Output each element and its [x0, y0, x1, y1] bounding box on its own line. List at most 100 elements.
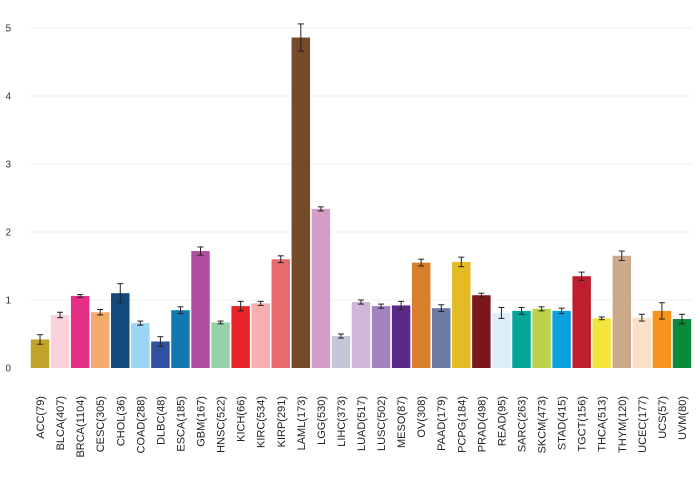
x-tick-label: DLBC(48): [155, 396, 167, 445]
error-bar: [678, 313, 685, 325]
x-tick-label: COAD(288): [135, 396, 147, 453]
y-tick-label: 4: [5, 92, 11, 103]
x-tick-label: MESO(87): [396, 396, 408, 448]
error-bar: [658, 302, 665, 320]
error-bar: [137, 320, 144, 326]
y-tick-label: 3: [5, 160, 11, 171]
x-tick-label: HNSC(522): [216, 396, 228, 453]
error-bar: [197, 246, 204, 256]
bar: [90, 312, 110, 368]
bar: [30, 339, 50, 368]
bar: [391, 305, 411, 368]
x-tick-label: ESCA(185): [175, 396, 187, 452]
x-tick-label: LUAD(517): [356, 396, 368, 451]
bar: [371, 306, 391, 368]
bar: [492, 312, 511, 368]
bar: [151, 341, 170, 368]
error-bar: [438, 304, 445, 313]
bar: [231, 306, 250, 368]
bar: [311, 208, 331, 368]
error-bar: [277, 255, 284, 264]
x-tick-label: STAD(415): [557, 396, 569, 450]
error-bar: [398, 300, 405, 311]
y-axis: 0 1 2 3 4 5: [5, 24, 11, 375]
y-tick-label: 0: [5, 364, 11, 375]
bar: [632, 317, 652, 368]
y-tick-label: 5: [5, 24, 11, 35]
bar: [411, 262, 431, 368]
error-bar: [478, 292, 485, 298]
x-axis: ACC(79) BLCA(407) BRCA(1104) CESC(305) CHOL(…: [35, 396, 689, 458]
bar: [291, 37, 311, 369]
error-bar: [418, 258, 425, 267]
x-tick-label: THCA(513): [597, 396, 609, 452]
error-bar: [558, 307, 565, 315]
bar: [652, 310, 672, 368]
bar: [552, 310, 571, 368]
x-tick-label: GBM(167): [196, 396, 208, 447]
bar: [472, 295, 491, 368]
error-bar: [177, 306, 184, 315]
bar: [592, 318, 611, 368]
bar: [612, 255, 632, 368]
x-tick-label: UCS(57): [657, 396, 669, 439]
y-tick-label: 1: [5, 296, 11, 307]
error-bar: [498, 306, 505, 319]
gridlines: [30, 27, 692, 301]
error-bar: [518, 306, 525, 315]
x-tick-label: TGCT(156): [577, 396, 589, 452]
bar: [211, 322, 230, 368]
x-tick-label: CHOL(36): [115, 396, 127, 446]
x-tick-label: THYM(120): [617, 396, 629, 453]
bar: [331, 336, 351, 368]
error-bar: [618, 250, 625, 262]
x-tick-label: SKCM(473): [537, 396, 549, 453]
x-tick-label: SARC(263): [516, 396, 528, 452]
error-bar: [358, 299, 364, 305]
error-bars: [37, 23, 685, 347]
x-tick-label: LUSC(502): [376, 396, 388, 451]
bar: [351, 302, 371, 368]
x-tick-label: BRCA(1104): [75, 396, 87, 458]
bar: [572, 276, 591, 368]
bar: [50, 314, 70, 368]
error-bar: [37, 334, 44, 345]
x-tick-label: KIRC(534): [256, 396, 268, 448]
error-bar: [337, 333, 344, 339]
x-tick-label: KIRP(291): [276, 396, 288, 447]
x-tick-label: CESC(305): [95, 396, 107, 452]
error-bar: [578, 271, 585, 281]
bar: [191, 251, 210, 368]
bar: [271, 259, 290, 368]
bar: [672, 319, 692, 368]
x-tick-label: LAML(173): [296, 396, 308, 450]
error-bar: [317, 206, 324, 212]
bar: [111, 293, 130, 368]
x-tick-label: LIHC(373): [336, 396, 348, 447]
bar: [452, 261, 471, 368]
error-bar: [257, 300, 264, 306]
x-tick-label: ACC(79): [35, 396, 47, 439]
error-bar: [157, 336, 164, 347]
error-bar: [458, 256, 465, 268]
x-tick-label: PCPG(184): [456, 396, 468, 453]
x-tick-label: KICH(66): [236, 396, 248, 442]
error-bar: [598, 316, 605, 321]
error-bar: [297, 23, 304, 52]
x-tick-label: READ(95): [496, 396, 508, 446]
x-tick-label: PAAD(179): [436, 396, 448, 451]
error-bar: [57, 311, 64, 319]
y-tick-label: 2: [5, 228, 11, 239]
error-bar: [538, 306, 545, 312]
bars: [30, 37, 692, 369]
error-bar: [237, 300, 244, 312]
x-tick-label: OV(308): [416, 396, 428, 438]
error-bar: [117, 283, 124, 304]
error-bar: [77, 294, 84, 298]
error-bar: [378, 303, 385, 309]
error-bar: [97, 309, 104, 316]
bar: [512, 310, 531, 368]
x-tick-label: PRAD(498): [476, 396, 488, 452]
x-tick-label: UCEC(177): [637, 396, 649, 453]
